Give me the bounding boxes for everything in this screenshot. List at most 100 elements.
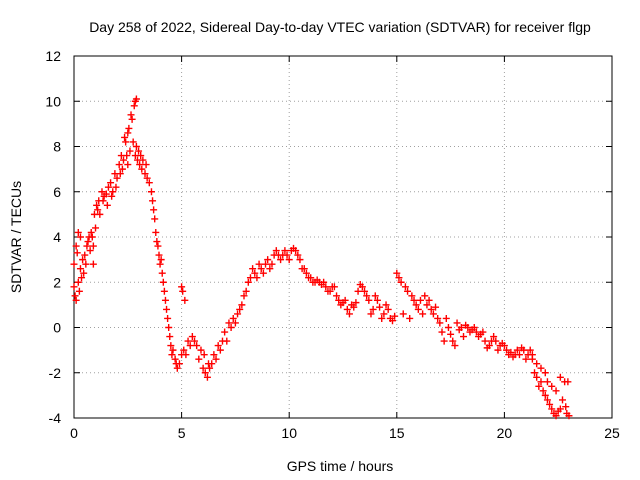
data-point <box>249 265 257 273</box>
data-point <box>78 274 86 282</box>
data-point <box>145 179 153 187</box>
data-point <box>221 328 229 336</box>
y-tick-label: 4 <box>53 229 61 245</box>
data-point <box>112 183 120 191</box>
data-point <box>436 319 444 327</box>
data-point <box>264 256 272 264</box>
data-point <box>152 228 160 236</box>
data-point <box>438 328 446 336</box>
data-point <box>548 382 556 390</box>
grid-lines <box>74 56 612 418</box>
data-point <box>128 115 136 123</box>
data-point <box>354 287 362 295</box>
data-point <box>485 342 493 350</box>
data-point <box>281 247 289 255</box>
data-point <box>102 190 110 198</box>
data-point <box>472 328 480 336</box>
data-point <box>184 337 192 345</box>
data-point <box>214 342 222 350</box>
data-point <box>268 260 276 268</box>
data-point <box>393 269 401 277</box>
data-point <box>423 301 431 309</box>
data-point <box>81 251 89 259</box>
data-point <box>132 143 140 150</box>
data-point <box>191 337 199 345</box>
data-point <box>173 364 181 372</box>
data-point <box>401 283 409 291</box>
data-point <box>231 319 239 327</box>
data-point <box>138 165 146 173</box>
data-point <box>427 305 435 313</box>
data-point <box>457 324 465 331</box>
data-point <box>74 228 82 236</box>
data-points <box>70 95 573 420</box>
data-point <box>320 278 328 286</box>
data-point <box>408 292 416 300</box>
data-point <box>533 360 541 368</box>
data-point <box>137 152 145 160</box>
data-point <box>365 296 373 304</box>
data-point <box>369 305 377 313</box>
data-point <box>82 260 90 268</box>
data-point <box>242 287 250 295</box>
data-point <box>388 317 396 325</box>
x-tick-labels: 0 5 10 15 20 25 <box>70 425 620 441</box>
data-point <box>151 215 159 223</box>
data-point <box>125 124 133 132</box>
data-point <box>130 102 138 110</box>
data-point <box>135 147 143 155</box>
data-point <box>447 330 455 338</box>
data-point <box>88 233 96 241</box>
data-point <box>565 412 573 420</box>
data-point <box>115 161 123 169</box>
data-point <box>150 206 158 214</box>
data-point <box>157 256 165 264</box>
y-tick-labels: -4 -2 0 2 4 6 8 10 12 <box>45 48 61 426</box>
data-point <box>168 351 176 359</box>
data-point <box>562 403 570 411</box>
data-point <box>533 373 541 381</box>
chart-title: Day 258 of 2022, Sidereal Day-to-day VTE… <box>89 19 591 35</box>
data-point <box>559 396 567 404</box>
data-point <box>197 346 205 354</box>
data-point <box>103 201 111 209</box>
data-point <box>180 346 188 354</box>
data-point <box>93 201 101 209</box>
data-point <box>225 319 233 327</box>
y-axis-label: SDTVAR / TECUs <box>8 181 24 293</box>
data-point <box>460 333 468 341</box>
data-point <box>453 319 461 327</box>
data-point <box>229 314 237 322</box>
data-point <box>535 382 543 390</box>
y-tick-label: -4 <box>49 410 62 426</box>
data-point <box>107 179 115 187</box>
data-point <box>543 378 551 386</box>
data-point <box>371 292 379 300</box>
data-point <box>277 256 285 264</box>
y-tick-label: 12 <box>45 48 61 64</box>
data-point <box>283 251 291 259</box>
data-point <box>141 170 149 178</box>
data-point <box>464 324 472 331</box>
data-point <box>244 278 252 286</box>
data-point <box>132 95 140 103</box>
data-point <box>412 301 420 309</box>
data-point <box>206 364 214 372</box>
data-point <box>253 274 261 282</box>
data-point <box>503 346 511 354</box>
data-point <box>451 342 459 350</box>
data-point <box>520 346 528 354</box>
data-point <box>155 251 163 259</box>
data-point <box>333 292 341 300</box>
data-point <box>384 305 392 313</box>
data-point <box>178 283 186 291</box>
data-point <box>255 260 263 268</box>
data-point <box>165 324 173 331</box>
data-point <box>440 337 448 345</box>
data-point <box>149 197 157 205</box>
data-point <box>376 303 384 311</box>
data-point <box>72 242 80 250</box>
data-point <box>410 296 418 304</box>
data-point <box>341 296 349 304</box>
data-point <box>126 147 134 155</box>
